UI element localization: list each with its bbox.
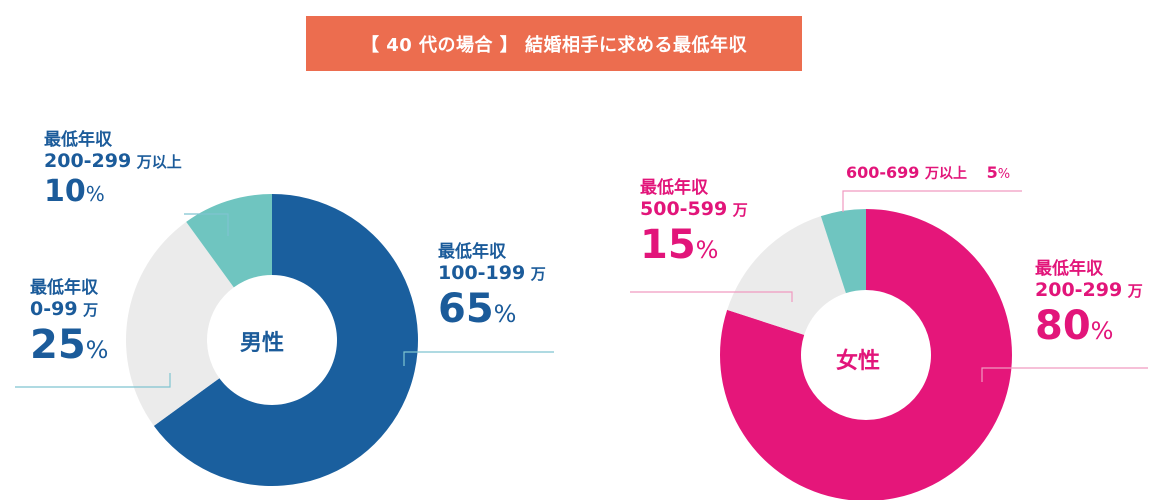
leader-lines <box>15 190 1148 388</box>
female-center-label: 女性 <box>836 349 881 374</box>
male-slice-200-299 <box>186 194 272 288</box>
female-label-200-299-unit: 万 <box>1127 282 1143 301</box>
percent-sign: % <box>997 167 1011 182</box>
male-label-0-99: 最低年収 0-99 万 25% <box>30 278 108 366</box>
percent-sign: % <box>85 182 105 207</box>
leader-male-100-199 <box>403 351 554 366</box>
male-label-100-199-unit: 万 <box>530 265 546 284</box>
female-label-200-299-value: 80 <box>1035 303 1091 350</box>
female-label-500-599-value: 15 <box>640 222 696 269</box>
female-donut <box>720 209 1012 500</box>
male-label-200-299: 最低年収 200-299 万以上 10% <box>44 130 182 208</box>
female-slice-600-699 <box>820 209 866 294</box>
female-label-600-699-range: 600-699 <box>846 163 920 182</box>
leader-female-600-699 <box>842 190 1022 212</box>
female-label-200-299: 最低年収 200-299 万 80% <box>1035 259 1143 347</box>
male-center-label: 男性 <box>240 331 285 356</box>
chart-title: 【 40 代の場合 】 結婚相手に求める最低年収 <box>360 34 748 56</box>
chart-title-banner: 【 40 代の場合 】 結婚相手に求める最低年収 <box>306 16 802 71</box>
male-label-200-299-unit: 万以上 <box>136 153 182 172</box>
percent-sign: % <box>1090 317 1114 346</box>
female-label-600-699: 600-699 万以上 5% <box>846 163 1011 183</box>
male-label-0-99-value: 25 <box>30 322 86 369</box>
female-label-600-699-unit: 万以上 <box>925 166 968 182</box>
female-label-500-599-range: 500-599 <box>640 198 728 221</box>
female-label-200-299-range: 200-299 <box>1035 279 1123 302</box>
male-slice-100-199 <box>153 194 418 486</box>
male-donut <box>126 194 418 486</box>
percent-sign: % <box>695 236 719 265</box>
male-label-100-199: 最低年収 100-199 万 65% <box>438 242 546 330</box>
male-label-200-299-value: 10 <box>44 174 86 210</box>
male-label-200-299-caption: 最低年収 <box>44 130 112 150</box>
female-slice-500-599 <box>727 216 846 335</box>
percent-sign: % <box>85 336 109 365</box>
male-slice-0-99 <box>126 221 234 426</box>
female-slice-200-299 <box>720 209 1012 500</box>
male-label-0-99-range: 0-99 <box>30 298 78 321</box>
leader-male-200-299 <box>184 213 229 236</box>
male-label-0-99-unit: 万 <box>83 301 99 320</box>
leader-female-500-599 <box>630 291 793 302</box>
female-label-600-699-value: 5 <box>986 163 998 182</box>
male-label-200-299-range: 200-299 <box>44 150 132 173</box>
female-label-500-599-unit: 万 <box>732 201 748 220</box>
female-label-500-599-caption: 最低年収 <box>640 178 708 198</box>
percent-sign: % <box>493 300 517 329</box>
leader-male-0-99 <box>15 373 171 388</box>
leader-female-200-299 <box>981 367 1148 382</box>
female-label-500-599: 最低年収 500-599 万 15% <box>640 178 748 266</box>
male-label-100-199-caption: 最低年収 <box>438 242 506 262</box>
male-label-100-199-value: 65 <box>438 286 494 333</box>
male-label-0-99-caption: 最低年収 <box>30 278 98 298</box>
male-label-100-199-range: 100-199 <box>438 262 526 285</box>
female-label-200-299-caption: 最低年収 <box>1035 259 1103 279</box>
